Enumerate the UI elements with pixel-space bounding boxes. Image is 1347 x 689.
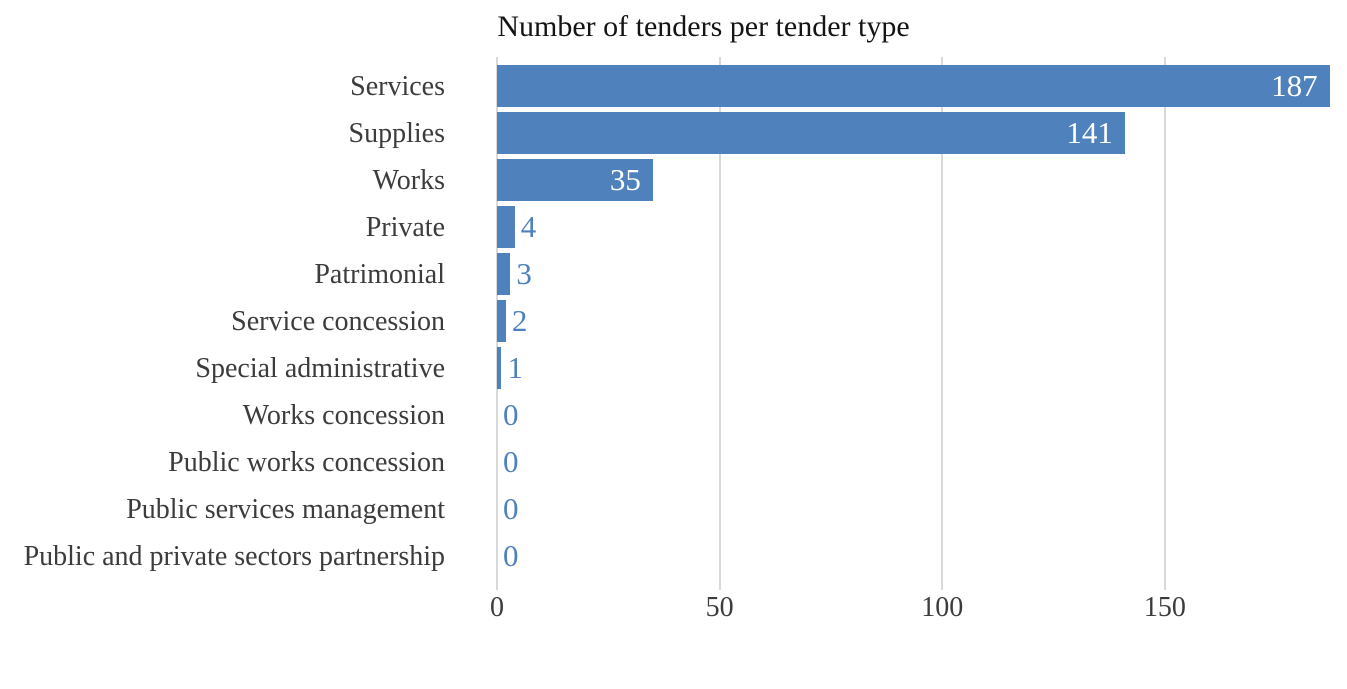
bar-row: Public and private sectors partnership 0 — [0, 533, 1347, 580]
gridline — [718, 57, 721, 580]
bar-row: Works 35 — [0, 157, 1347, 204]
bar-row: Public services management 0 — [0, 486, 1347, 533]
bar — [497, 65, 1330, 107]
value-label: 35 — [609, 162, 641, 197]
x-tick-mark — [1163, 580, 1166, 590]
category-label: Public and private sectors partnership — [23, 541, 445, 572]
bar-row: Supplies 141 — [0, 110, 1347, 157]
bar — [497, 206, 515, 248]
value-label: 4 — [520, 209, 537, 244]
bar-row: Works concession 0 — [0, 392, 1347, 439]
value-label: 0 — [503, 538, 519, 573]
value-label: 0 — [503, 491, 519, 526]
x-tick-mark — [718, 580, 721, 590]
value-label: 3 — [516, 256, 532, 291]
category-label: Public works concession — [168, 447, 445, 478]
bar — [497, 347, 502, 389]
gridline — [1163, 57, 1166, 580]
bar-row: Private 4 — [0, 204, 1347, 251]
x-tick-mark — [496, 580, 498, 590]
x-tick-mark — [941, 580, 944, 590]
bar-row: Public works concession 0 — [0, 439, 1347, 486]
category-label: Works — [372, 165, 445, 196]
bar-row: Special administrative 1 — [0, 345, 1347, 392]
category-label: Works concession — [242, 400, 445, 431]
bar — [497, 300, 506, 342]
category-label: Service concession — [231, 306, 445, 337]
gridline — [941, 57, 944, 580]
category-label: Services — [350, 71, 445, 102]
category-label: Private — [365, 212, 445, 243]
bar-row: Service concession 2 — [0, 298, 1347, 345]
value-label: 0 — [503, 444, 519, 479]
bar — [497, 253, 511, 295]
x-tick-label: 50 — [705, 592, 734, 623]
value-label: 0 — [503, 397, 519, 432]
chart-title: Number of tenders per tender type — [497, 10, 910, 43]
value-label: 187 — [1271, 68, 1318, 103]
value-label: 141 — [1066, 115, 1113, 150]
bar-row: Services 187 — [0, 63, 1347, 110]
category-label: Patrimonial — [314, 259, 445, 290]
x-tick-label: 0 — [490, 592, 504, 623]
bar — [497, 112, 1125, 154]
x-tick-label: 100 — [921, 592, 964, 623]
bar — [497, 159, 653, 201]
category-label: Supplies — [348, 118, 445, 149]
value-label: 2 — [511, 303, 528, 338]
bar-row: Patrimonial 3 — [0, 251, 1347, 298]
x-tick-label: 150 — [1143, 592, 1186, 623]
category-label: Public services management — [126, 494, 445, 525]
category-label: Special administrative — [195, 353, 445, 384]
value-label: 1 — [507, 350, 523, 385]
